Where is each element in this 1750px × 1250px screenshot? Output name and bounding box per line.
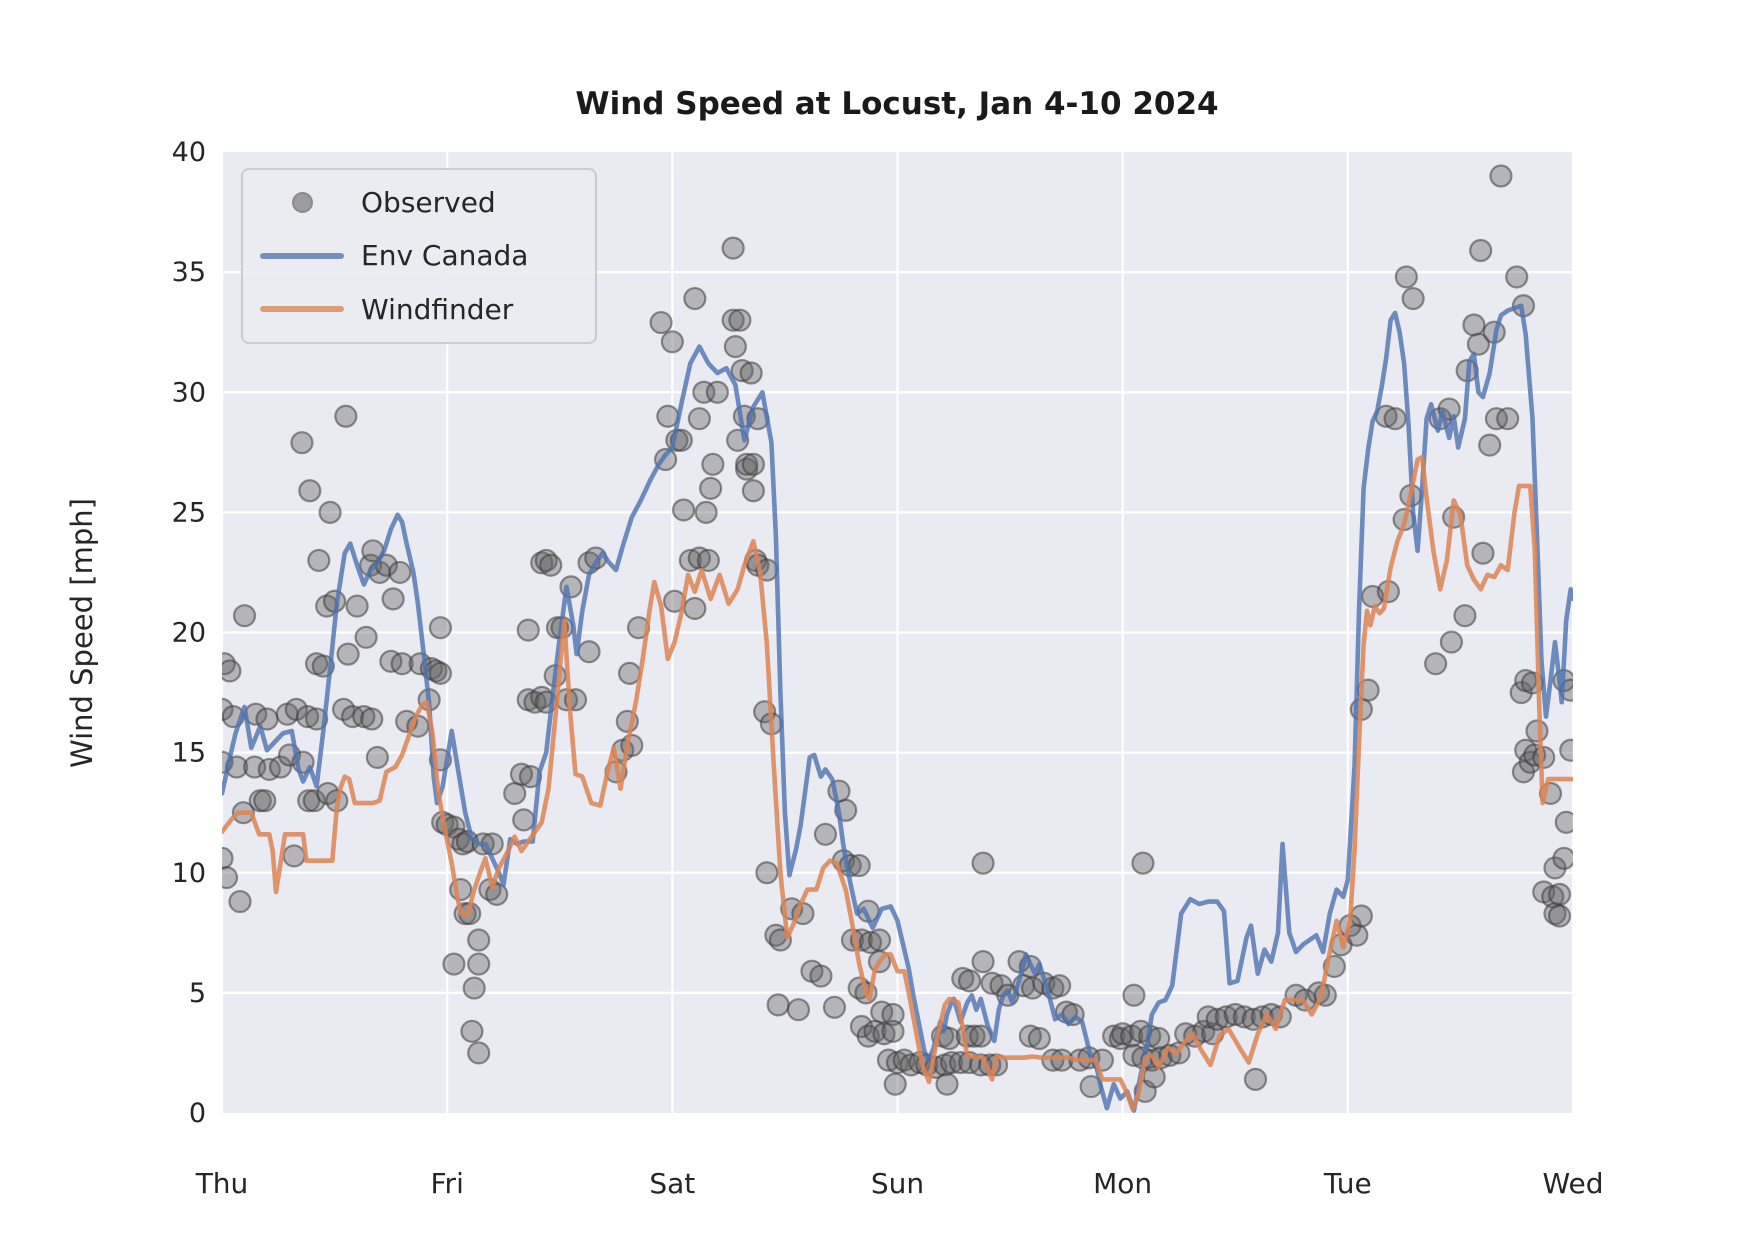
legend-item-windfinder: Windfinder [243, 283, 595, 335]
svg-text:Fri: Fri [430, 1167, 463, 1200]
y-axis-ticks: 0 5 10 15 20 25 30 35 40 [172, 137, 206, 1129]
legend-item-observed: Observed [243, 177, 595, 229]
windfinder-line [222, 454, 1573, 1112]
svg-text:5: 5 [189, 978, 206, 1009]
svg-text:0: 0 [189, 1098, 206, 1129]
svg-text:15: 15 [172, 738, 206, 769]
svg-text:Sun: Sun [871, 1167, 924, 1200]
svg-text:35: 35 [172, 257, 206, 288]
svg-text:25: 25 [172, 497, 206, 528]
observed-circle-marker-icon [243, 192, 361, 214]
x-axis-ticks: Thu Fri Sat Sun Mon Tue Wed [195, 1167, 1604, 1200]
forecast-lines [222, 303, 1573, 1113]
svg-text:Tue: Tue [1323, 1167, 1372, 1200]
legend-label-windfinder: Windfinder [361, 292, 514, 326]
legend-item-env-canada: Env Canada [243, 230, 595, 282]
windfinder-line-marker-icon [243, 306, 361, 313]
svg-text:30: 30 [172, 377, 206, 408]
chart-title: Wind Speed at Locust, Jan 4-10 2024 [575, 86, 1218, 122]
svg-text:Wed: Wed [1542, 1167, 1603, 1200]
svg-text:Thu: Thu [195, 1167, 249, 1200]
legend-label-observed: Observed [361, 186, 496, 220]
legend-label-env-canada: Env Canada [361, 239, 529, 273]
svg-text:Mon: Mon [1093, 1167, 1152, 1200]
legend: Observed Env Canada Windfinder [241, 168, 597, 344]
env-canada-line-marker-icon [243, 252, 361, 259]
svg-text:40: 40 [172, 137, 206, 168]
svg-text:Sat: Sat [649, 1167, 695, 1200]
svg-text:10: 10 [172, 858, 206, 889]
env-canada-line [222, 303, 1573, 1113]
svg-text:20: 20 [172, 618, 206, 649]
y-axis-label: Wind Speed [mph] [65, 498, 99, 768]
